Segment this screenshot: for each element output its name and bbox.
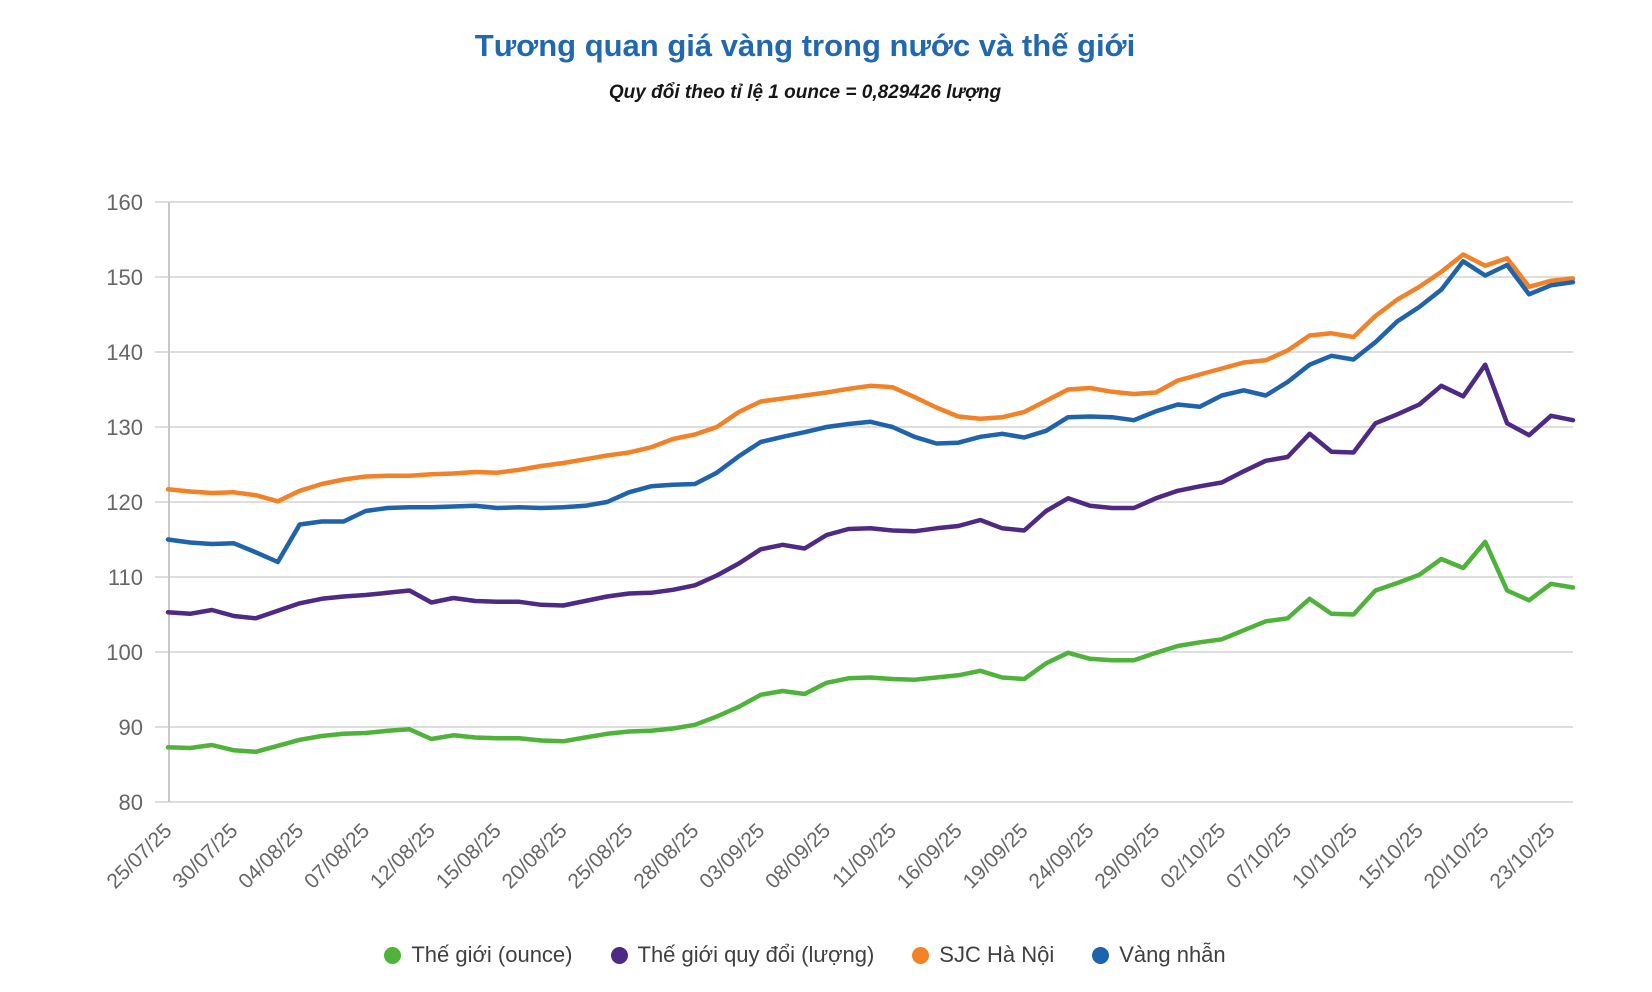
y-axis-tick-label: 140: [106, 340, 143, 365]
y-axis-tick-label: 160: [106, 190, 143, 215]
y-axis-tick-label: 90: [119, 715, 143, 740]
series-line-vang-nhan: [165, 259, 1576, 565]
x-axis-tick-label: 19/09/25: [959, 819, 1033, 893]
x-axis-tick-label: 28/08/25: [629, 819, 703, 893]
chart-subtitle: Quy đổi theo tỉ lệ 1 ounce = 0,829426 lư…: [608, 82, 1002, 103]
y-axis-tick-label: 110: [108, 565, 143, 590]
x-axis-tick-label: 23/10/25: [1486, 819, 1560, 893]
x-axis-tick-label: 20/08/25: [498, 819, 572, 893]
legend-label: Thế giới (ounce): [411, 942, 573, 967]
x-axis-tick-label: 08/09/25: [761, 819, 835, 893]
legend-label: Thế giới quy đổi (lượng): [637, 942, 875, 967]
x-axis-tick-label: 15/10/25: [1354, 819, 1428, 893]
chart-legend: Thế giới (ounce) Thế giới quy đổi (lượng)…: [0, 942, 1610, 968]
x-axis-tick-label: 07/10/25: [1222, 819, 1296, 893]
legend-item-sjc-ha-noi[interactable]: SJC Hà Nội: [912, 942, 1054, 968]
series-line-the-gioi-quy-doi-luong: [165, 362, 1576, 621]
series-line-sjc-ha-noi: [165, 252, 1576, 504]
x-axis-tick-label: 29/09/25: [1090, 819, 1164, 893]
y-axis-tick-label: 120: [106, 490, 143, 515]
x-axis-tick-label: 11/09/25: [828, 819, 901, 892]
x-axis-tick-label: 04/08/25: [234, 819, 308, 893]
legend-item-the-gioi-quy-doi-luong[interactable]: Thế giới quy đổi (lượng): [610, 942, 875, 968]
x-axis-tick-label: 30/07/25: [168, 819, 242, 893]
legend-marker-icon: [912, 946, 930, 964]
x-axis-tick-label: 25/08/25: [563, 819, 637, 893]
series-line-the-gioi-ounce: [165, 539, 1576, 755]
legend-label: SJC Hà Nội: [939, 942, 1055, 967]
x-axis-tick-label: 25/07/25: [102, 819, 176, 893]
x-axis-tick-label: 16/09/25: [893, 819, 967, 893]
y-axis-tick-label: 80: [119, 790, 143, 815]
x-axis-tick-label: 20/10/25: [1420, 819, 1494, 893]
legend-item-vang-nhan[interactable]: Vàng nhẫn: [1092, 942, 1226, 968]
x-axis-tick-label: 03/09/25: [695, 819, 769, 893]
y-axis-tick-label: 150: [106, 265, 143, 290]
chart-header: Tương quan giá vàng trong nước và thế gi…: [0, 0, 1610, 104]
legend-marker-icon: [610, 946, 628, 964]
x-axis-tick-label: 07/08/25: [300, 819, 374, 893]
y-axis-tick-label: 130: [106, 415, 143, 440]
x-axis-tick-label: 12/08/25: [366, 819, 440, 893]
legend-marker-icon: [1092, 946, 1110, 964]
x-axis-tick-label: 10/10/25: [1288, 819, 1362, 893]
x-axis-tick-label: 02/10/25: [1156, 819, 1230, 893]
legend-item-the-gioi-ounce[interactable]: Thế giới (ounce): [384, 942, 573, 968]
legend-label: Vàng nhẫn: [1119, 942, 1226, 967]
y-axis-tick-label: 100: [106, 640, 143, 665]
x-axis-tick-label: 24/09/25: [1024, 819, 1098, 893]
chart-title: Tương quan giá vàng trong nước và thế gi…: [474, 28, 1136, 63]
legend-marker-icon: [384, 946, 402, 964]
x-axis-tick-label: 15/08/25: [432, 819, 506, 893]
